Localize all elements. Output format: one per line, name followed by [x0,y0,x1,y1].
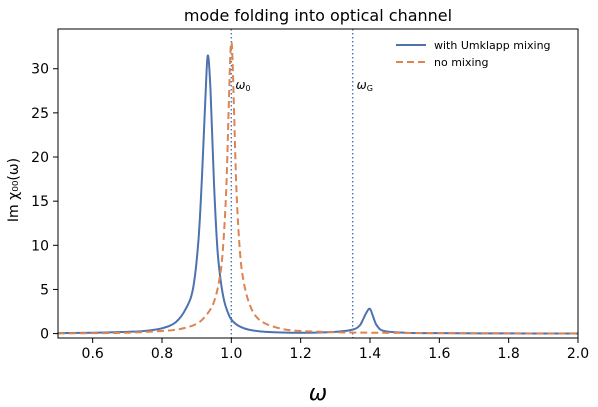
legend-label-no-mixing: no mixing [434,56,489,69]
x-tick-label: 0.6 [82,346,104,362]
legend-label-umklapp: with Umklapp mixing [434,39,551,52]
y-tick-label: 25 [31,106,49,122]
x-tick-label: 2.0 [567,346,589,362]
y-tick-label: 10 [31,238,49,254]
x-tick-label: 1.8 [498,346,520,362]
x-tick-label: 1.6 [428,346,450,362]
x-tick-label: 0.8 [151,346,173,362]
x-tick-label: 1.2 [290,346,312,362]
reference-lines: ω0 ωG [230,29,373,338]
plot-area: ω0 ωG [57,28,579,339]
y-tick-label: 15 [31,194,49,210]
y-axis-label: Im χ₀₀(ω) [6,158,22,222]
reference-label-g: ωG [357,78,373,93]
axes-frame [57,28,579,339]
x-tick-label: 1.0 [220,346,242,362]
y-tick-label: 0 [40,327,49,343]
y-tick-label: 30 [31,62,49,78]
x-axis-label: ω [309,381,327,406]
x-tick-label: 1.4 [359,346,381,362]
reference-label-0: ω0 [235,78,250,93]
y-axis: 0 5 10 15 20 25 30 [31,62,58,343]
y-tick-label: 20 [31,150,49,166]
series-line-no-mixing [57,41,579,335]
legend: with Umklapp mixing no mixing [396,39,551,69]
series-line-umklapp-mixing [57,54,579,335]
x-axis: 0.6 0.8 1.0 1.2 1.4 1.6 1.8 2.0 [82,338,589,362]
series-layer [57,41,579,335]
chart-title: mode folding into optical channel [184,6,452,25]
y-tick-label: 5 [40,282,49,298]
